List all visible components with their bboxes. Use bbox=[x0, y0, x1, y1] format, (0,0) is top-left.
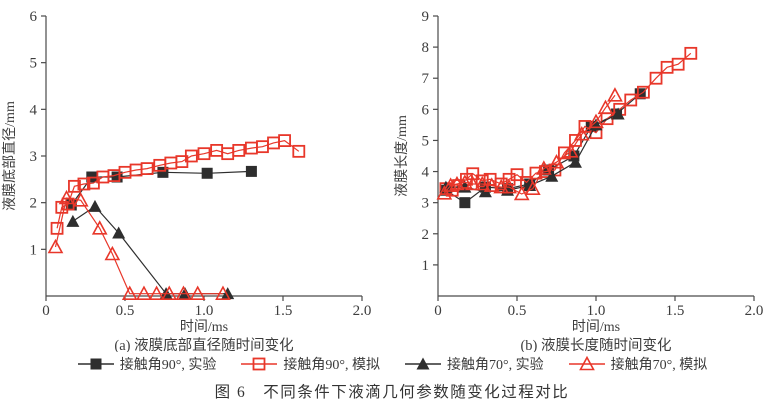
svg-text:1: 1 bbox=[30, 242, 38, 258]
svg-text:5: 5 bbox=[422, 133, 430, 149]
svg-text:2: 2 bbox=[30, 196, 38, 212]
figure-caption: 图 6 不同条件下液滴几何参数随变化过程对比 bbox=[214, 384, 570, 401]
svg-text:(a) 液膜底部直径随时间变化: (a) 液膜底部直径随时间变化 bbox=[114, 337, 293, 352]
svg-text:1.0: 1.0 bbox=[587, 303, 606, 319]
svg-text:7: 7 bbox=[422, 71, 430, 87]
chart-a: 1 2 3 4 5 6 0 0.5 1.0 1.5 2.0 液膜底部直径/mm 时间/ms (a) 液膜底… bbox=[0, 0, 392, 354]
charts-row: 1 2 3 4 5 6 0 0.5 1.0 1.5 2.0 液膜底部直径/mm 时间/ms (a) 液膜底… bbox=[0, 0, 784, 354]
svg-text:时间/ms: 时间/ms bbox=[180, 319, 228, 335]
legend-label: 接触角90°, 实验 bbox=[119, 358, 217, 373]
square-filled-icon bbox=[77, 358, 114, 370]
svg-text:2.0: 2.0 bbox=[353, 303, 372, 319]
triangle-filled-icon bbox=[405, 357, 441, 370]
svg-text:(b) 液膜长度随时间变化: (b) 液膜长度随时间变化 bbox=[520, 337, 671, 352]
svg-text:4: 4 bbox=[30, 102, 38, 118]
svg-text:0: 0 bbox=[434, 303, 442, 319]
svg-text:3: 3 bbox=[422, 196, 430, 212]
legend-label: 接触角90°, 模拟 bbox=[283, 358, 380, 373]
svg-text:液膜底部直径/mm: 液膜底部直径/mm bbox=[1, 101, 18, 211]
svg-text:9: 9 bbox=[422, 9, 430, 25]
triangle-open-icon bbox=[568, 356, 605, 371]
chart-b: 1 2 3 4 5 6 7 8 9 0 0.5 1.0 1.5 2.0 液膜长度/mm 时间/ms (b) 液膜… bbox=[392, 0, 784, 354]
svg-text:液膜长度/mm: 液膜长度/mm bbox=[394, 115, 410, 197]
svg-text:5: 5 bbox=[30, 56, 38, 72]
square-open-icon bbox=[241, 357, 278, 371]
svg-text:1.5: 1.5 bbox=[666, 303, 685, 319]
svg-text:6: 6 bbox=[422, 102, 430, 118]
legend-item-90-exp: 接触角90°, 实验 bbox=[77, 354, 217, 374]
svg-text:3: 3 bbox=[30, 149, 38, 165]
legend-item-90-sim: 接触角90°, 模拟 bbox=[240, 354, 380, 374]
svg-text:6: 6 bbox=[30, 9, 38, 25]
svg-text:1.5: 1.5 bbox=[274, 303, 293, 319]
svg-text:4: 4 bbox=[422, 165, 430, 181]
legend-item-70-exp: 接触角70°, 实验 bbox=[404, 354, 544, 374]
svg-text:时间/ms: 时间/ms bbox=[572, 319, 620, 335]
svg-text:0: 0 bbox=[42, 303, 50, 319]
legend-label: 接触角70°, 实验 bbox=[447, 358, 544, 373]
legend-label: 接触角70°, 模拟 bbox=[610, 358, 708, 373]
legend: 接触角90°, 实验 接触角90°, 模拟 接触角70°, 实验 接触角70°,… bbox=[0, 353, 784, 375]
svg-text:8: 8 bbox=[422, 40, 430, 56]
svg-text:2.0: 2.0 bbox=[745, 303, 764, 319]
chart-a-canvas: 1 2 3 4 5 6 0 0.5 1.0 1.5 2.0 液膜底部直径/mm 时间/ms (a) 液膜底… bbox=[1, 9, 372, 354]
svg-text:0.5: 0.5 bbox=[508, 303, 527, 319]
svg-text:0.5: 0.5 bbox=[116, 303, 135, 319]
chart-b-canvas: 1 2 3 4 5 6 7 8 9 0 0.5 1.0 1.5 2.0 液膜长度/mm 时间/ms (b) 液膜… bbox=[394, 9, 764, 354]
svg-text:2: 2 bbox=[422, 227, 430, 243]
svg-text:1.0: 1.0 bbox=[195, 303, 214, 319]
legend-item-70-sim: 接触角70°, 模拟 bbox=[568, 354, 708, 374]
svg-text:1: 1 bbox=[422, 258, 430, 274]
